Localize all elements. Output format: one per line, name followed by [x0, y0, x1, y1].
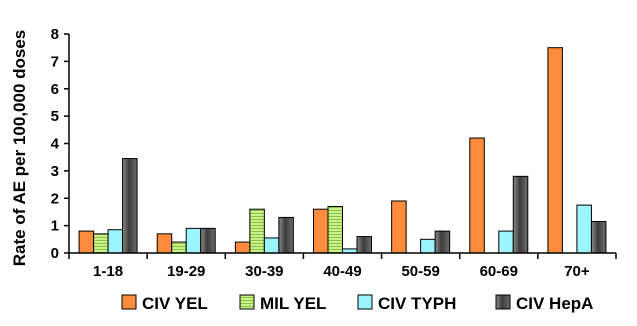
bar-civ-typh-70+ — [576, 204, 592, 254]
bar-civ-yel-50-59 — [391, 200, 407, 254]
bar-mil-yel-40-49 — [327, 205, 343, 254]
bar-civ-hepa-30-39 — [278, 216, 294, 254]
legend-swatch-mil-yel — [239, 294, 255, 310]
bar-civ-yel-19-29 — [156, 233, 173, 254]
bars — [78, 47, 607, 254]
bar-civ-typh-60-69 — [498, 230, 514, 254]
y-tick-label: 4 — [51, 136, 60, 153]
legend-swatch-civ-typh — [357, 294, 373, 310]
x-tick-label: 19-29 — [167, 263, 205, 280]
y-tick-label: 3 — [51, 163, 59, 180]
bar-civ-hepa-50-59 — [434, 230, 451, 254]
bar-mil-yel-19-29 — [171, 241, 187, 254]
x-tick-label: 60-69 — [480, 263, 518, 280]
bar-civ-yel-1-18 — [78, 230, 95, 254]
axes — [68, 34, 616, 254]
bar-civ-typh-1-18 — [107, 229, 124, 254]
bar-civ-yel-70+ — [547, 47, 563, 254]
bar-civ-hepa-1-18 — [122, 158, 138, 254]
bar-civ-yel-30-39 — [234, 241, 251, 254]
legend: CIV YEL MIL YEL CIV TYPH CIV HepA — [121, 294, 593, 313]
x-axis: 1-18 19-29 30-39 40-49 50-59 60-69 70+ — [68, 253, 617, 280]
bar-civ-typh-50-59 — [420, 238, 436, 254]
x-tick-label: 70+ — [564, 263, 590, 280]
x-tick-label: 50-59 — [401, 263, 439, 280]
bar-civ-hepa-19-29 — [200, 227, 216, 254]
legend-label-civ-yel: CIV YEL — [142, 294, 208, 313]
y-tick-label: 7 — [51, 53, 59, 70]
y-tick-label: 8 — [51, 26, 59, 43]
x-tick-label: 1-18 — [93, 263, 123, 280]
bar-mil-yel-1-18 — [93, 233, 109, 254]
y-tick-label: 2 — [51, 190, 59, 207]
y-axis-label: Rate of AE per 100,000 doses — [10, 30, 29, 267]
y-tick-label: 0 — [51, 245, 59, 262]
bar-civ-hepa-60-69 — [512, 175, 529, 254]
x-tick-label: 40-49 — [323, 263, 361, 280]
legend-label-civ-typh: CIV TYPH — [378, 294, 456, 313]
y-tick-label: 6 — [51, 81, 59, 98]
legend-label-civ-hepa: CIV HepA — [516, 294, 593, 313]
bar-civ-typh-19-29 — [185, 227, 202, 254]
bar-civ-yel-60-69 — [469, 137, 485, 254]
legend-label-mil-yel: MIL YEL — [260, 294, 326, 313]
bar-civ-typh-30-39 — [263, 237, 280, 254]
bar-civ-yel-40-49 — [313, 208, 329, 254]
legend-swatch-civ-yel — [121, 294, 137, 310]
y-tick-label: 5 — [51, 108, 59, 125]
bar-civ-hepa-70+ — [590, 221, 607, 254]
y-tick-label: 1 — [51, 218, 59, 235]
bar-mil-yel-30-39 — [249, 208, 265, 254]
x-tick-label: 30-39 — [245, 263, 283, 280]
bar-civ-hepa-40-49 — [356, 236, 372, 254]
y-axis: 0 1 2 3 4 5 6 7 8 — [51, 26, 69, 262]
legend-swatch-civ-hepa — [495, 294, 511, 310]
